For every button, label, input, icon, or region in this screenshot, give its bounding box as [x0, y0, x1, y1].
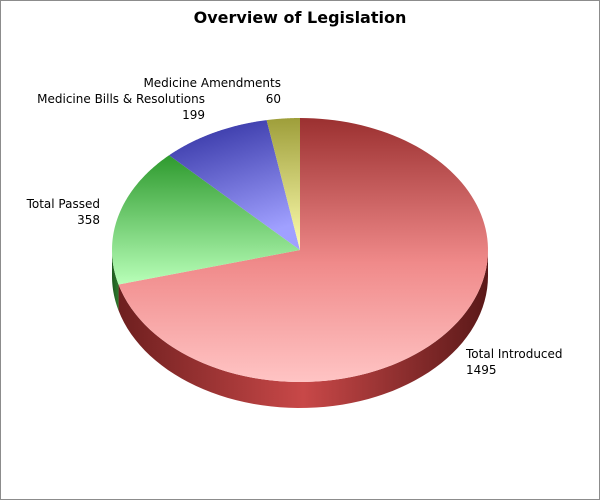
- label-total-introduced: Total Introduced: [465, 347, 563, 361]
- pie-tops: [112, 118, 488, 382]
- slice-medicine-amendments[interactable]: [266, 118, 300, 250]
- chart-title: Overview of Legislation: [193, 8, 407, 27]
- label-medicine-bills-resolutions: Medicine Bills & Resolutions: [37, 92, 205, 106]
- slice-medicine-bills-resolutions[interactable]: [169, 120, 300, 250]
- slice-total-passed[interactable]: [112, 155, 300, 285]
- value-medicine-amendments: 60: [266, 92, 281, 106]
- slice-side-total-introduced: [118, 250, 489, 408]
- value-total-passed: 358: [77, 213, 100, 227]
- value-medicine-bills-resolutions: 199: [182, 108, 205, 122]
- value-total-introduced: 1495: [466, 363, 497, 377]
- pie-sides: [112, 250, 489, 408]
- slice-total-introduced[interactable]: [118, 118, 488, 382]
- label-medicine-amendments: Medicine Amendments: [143, 76, 281, 90]
- label-total-passed: Total Passed: [26, 197, 100, 211]
- data-labels: Total Introduced 1495 Total Passed 358 Medic…: [26, 76, 563, 377]
- slice-side-total-passed: [112, 250, 119, 311]
